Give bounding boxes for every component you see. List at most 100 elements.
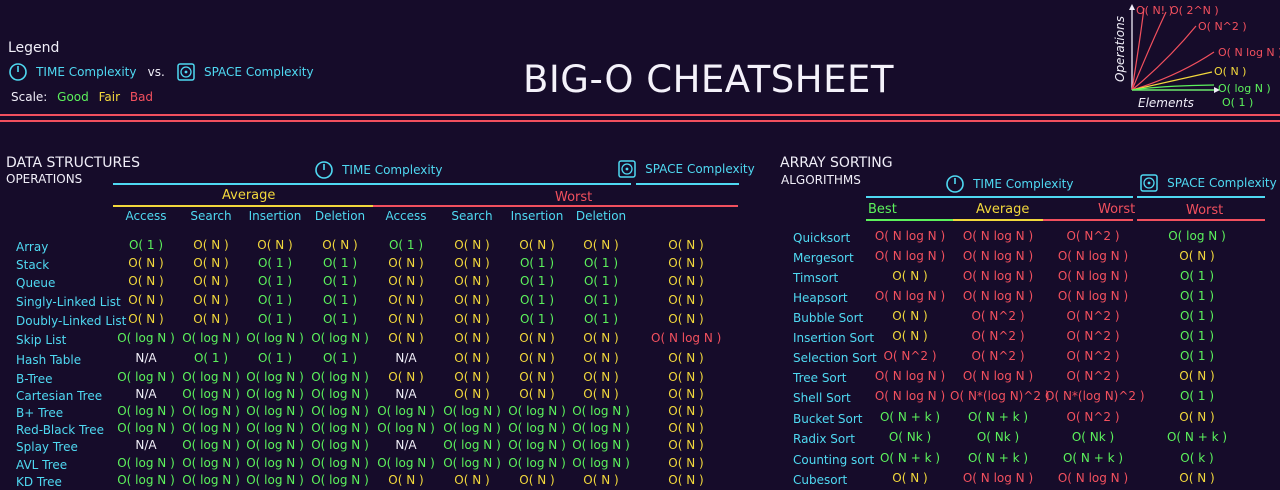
ds-cell: N/A bbox=[135, 351, 157, 365]
ds-cell: O( N ) bbox=[454, 331, 490, 345]
sort-worst-underline bbox=[1043, 219, 1133, 221]
ds-cell: O( log N ) bbox=[311, 387, 369, 401]
ds-cell: O( log N ) bbox=[117, 404, 175, 418]
ds-cell: O( 1 ) bbox=[322, 351, 358, 365]
ds-cell: O( log N ) bbox=[246, 370, 304, 384]
ds-cell: O( N ) bbox=[583, 331, 619, 345]
ds-cell: N/A bbox=[395, 438, 417, 452]
sort-cell: O( N*(log N)^2 ) bbox=[950, 389, 1050, 403]
ds-cell: O( N ) bbox=[668, 293, 704, 307]
sort-cell: O( N log N ) bbox=[962, 229, 1034, 243]
scale-label: Scale: bbox=[11, 90, 48, 104]
sort-cell: O( N ) bbox=[1179, 471, 1215, 485]
scale-good: Good bbox=[57, 90, 89, 104]
sort-cell: O( 1 ) bbox=[1179, 309, 1215, 323]
ds-cell: O( N ) bbox=[668, 256, 704, 270]
sort-row-label: Insertion Sort bbox=[793, 331, 875, 345]
ds-cell: O( N ) bbox=[583, 473, 619, 487]
sort-row-label: Bubble Sort bbox=[793, 311, 864, 325]
ds-cell: O( N ) bbox=[388, 331, 424, 345]
ds-cell: O( N ) bbox=[388, 312, 424, 326]
ds-cell: O( log N ) bbox=[311, 421, 369, 435]
sort-cell: O( N + k ) bbox=[1166, 430, 1228, 444]
ds-cell: O( log N ) bbox=[311, 438, 369, 452]
ds-cell: O( N ) bbox=[128, 274, 164, 288]
ds-cell: O( 1 ) bbox=[257, 256, 293, 270]
sort-worst-header: Worst bbox=[1098, 202, 1136, 217]
curve-label-nfact: O( N! ) bbox=[1136, 4, 1173, 17]
ds-row-label: Hash Table bbox=[16, 353, 82, 367]
sort-best-header: Best bbox=[868, 202, 897, 217]
sort-cell: O( N ) bbox=[1179, 369, 1215, 383]
ds-cell: O( 1 ) bbox=[519, 274, 555, 288]
sort-space-label: SPACE Complexity bbox=[1167, 176, 1277, 190]
scale-fair: Fair bbox=[98, 90, 121, 104]
ds-worst-header: Worst bbox=[555, 190, 593, 205]
ds-row-label: Splay Tree bbox=[16, 440, 78, 454]
clock-icon bbox=[315, 160, 333, 179]
sort-cell: O( N log N ) bbox=[1057, 249, 1129, 263]
graph-y-label: Operations bbox=[1113, 16, 1127, 82]
sort-row-label: Timsort bbox=[793, 271, 839, 285]
sort-cell: O( N + k ) bbox=[967, 410, 1029, 424]
sort-row-label: Cubesort bbox=[793, 473, 848, 487]
ds-cell: O( N ) bbox=[128, 256, 164, 270]
ds-cell: O( N ) bbox=[128, 312, 164, 326]
ds-cell: O( log N ) bbox=[117, 456, 175, 470]
ds-row-label: Singly-Linked List bbox=[16, 295, 121, 309]
sort-best-underline bbox=[866, 219, 953, 221]
ds-cell: O( N ) bbox=[454, 274, 490, 288]
ds-cell: O( 1 ) bbox=[322, 274, 358, 288]
ds-cell: O( log N ) bbox=[246, 421, 304, 435]
sort-cell: O( log N ) bbox=[1168, 229, 1226, 243]
sort-space-header: SPACE Complexity bbox=[1139, 172, 1277, 193]
clock-icon bbox=[946, 174, 964, 193]
ds-cell: O( N ) bbox=[668, 351, 704, 365]
sort-time-underline bbox=[866, 196, 1133, 198]
sort-space-worst-underline bbox=[1137, 219, 1265, 221]
sort-cell: O( N^2 ) bbox=[971, 349, 1025, 363]
sort-cell: O( N + k ) bbox=[1062, 451, 1124, 465]
sort-cell: O( N + k ) bbox=[967, 451, 1029, 465]
ds-cell: O( N ) bbox=[519, 331, 555, 345]
ds-cell: O( N ) bbox=[193, 256, 229, 270]
ds-cell: O( 1 ) bbox=[257, 351, 293, 365]
curve-n2 bbox=[1131, 25, 1197, 91]
ds-cell: O( log N ) bbox=[572, 438, 630, 452]
sort-cell: O( N^2 ) bbox=[1066, 410, 1120, 424]
ds-cell: O( log N ) bbox=[182, 473, 240, 487]
sort-cell: O( N ) bbox=[1179, 410, 1215, 424]
ds-cell: O( 1 ) bbox=[519, 312, 555, 326]
curve-label-logn: O( log N ) bbox=[1218, 82, 1271, 95]
page-title: BIG-O CHEATSHEET bbox=[523, 58, 894, 101]
ds-cell: O( 1 ) bbox=[583, 312, 619, 326]
ds-cell: O( log N ) bbox=[508, 421, 566, 435]
sort-cell: O( 1 ) bbox=[1179, 349, 1215, 363]
ds-cell: O( 1 ) bbox=[519, 256, 555, 270]
ds-cell: O( N ) bbox=[519, 473, 555, 487]
ds-heading: DATA STRUCTURES bbox=[6, 155, 140, 171]
ds-worst-underline bbox=[373, 205, 738, 207]
sort-subheading: ALGORITHMS bbox=[781, 173, 861, 187]
legend-space-label: SPACE Complexity bbox=[203, 65, 314, 79]
ds-cell: O( log N ) bbox=[182, 370, 240, 384]
ds-cell: O( N ) bbox=[668, 456, 704, 470]
ds-cell: O( log N ) bbox=[246, 473, 304, 487]
ds-cell: O( N ) bbox=[668, 438, 704, 452]
ds-cell: O( N ) bbox=[583, 370, 619, 384]
clock-icon bbox=[9, 62, 27, 81]
curve-n bbox=[1131, 71, 1213, 91]
sort-cell: O( N log N ) bbox=[962, 471, 1034, 485]
ds-cell: N/A bbox=[395, 387, 417, 401]
sort-cell: O( N log N ) bbox=[874, 249, 946, 263]
ds-cell: O( N ) bbox=[454, 473, 490, 487]
ds-cell: O( log N ) bbox=[443, 404, 501, 418]
ds-cell: O( log N ) bbox=[311, 473, 369, 487]
ds-cell: O( N ) bbox=[388, 370, 424, 384]
ds-cell: O( 1 ) bbox=[193, 351, 229, 365]
ds-cell: O( log N ) bbox=[246, 438, 304, 452]
ds-cell: O( log N ) bbox=[246, 404, 304, 418]
ds-space-underline bbox=[636, 183, 739, 185]
ds-cell: O( N ) bbox=[388, 473, 424, 487]
sort-time-header: TIME Complexity bbox=[945, 173, 1074, 194]
